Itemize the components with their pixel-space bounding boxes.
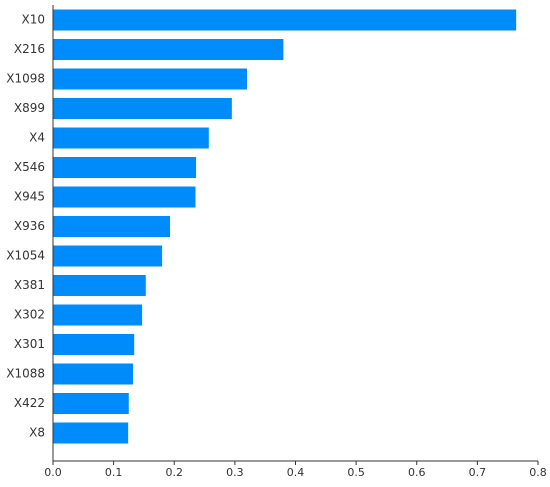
x-tick-label: 0.3 [226, 466, 244, 479]
bar [53, 216, 171, 237]
bar [53, 334, 135, 355]
y-tick-label: X216 [14, 42, 45, 56]
bar [53, 393, 129, 414]
y-tick-label: X422 [14, 396, 45, 410]
y-tick-label: X301 [14, 337, 45, 351]
bar [53, 127, 209, 149]
bar [53, 245, 163, 267]
x-tick-label: 0.7 [469, 466, 487, 479]
x-tick-label: 0.0 [44, 466, 62, 479]
bar [53, 304, 143, 326]
bar [53, 39, 284, 60]
x-tick-label: 0.6 [408, 466, 426, 479]
bar [53, 275, 146, 296]
y-tick-label: X546 [14, 160, 45, 174]
bar [53, 68, 247, 90]
x-tick-label: 0.8 [529, 466, 547, 479]
bar [53, 363, 134, 385]
bar [53, 186, 196, 208]
x-tick-label: 0.4 [287, 466, 305, 479]
y-tick-label: X381 [14, 278, 45, 292]
x-tick-label: 0.2 [166, 466, 184, 479]
y-tick-label: X302 [14, 308, 45, 322]
bar [53, 422, 129, 444]
bar [53, 98, 232, 119]
x-tick-label: 0.5 [347, 466, 365, 479]
y-tick-label: X899 [14, 101, 45, 115]
y-tick-label: X4 [29, 131, 45, 145]
y-tick-label: X945 [14, 190, 45, 204]
y-tick-label: X1098 [6, 72, 45, 86]
x-tick-label: 0.1 [105, 466, 123, 479]
bar [53, 9, 517, 31]
y-tick-label: X936 [14, 219, 45, 233]
y-tick-label: X8 [29, 426, 45, 440]
bar [53, 157, 197, 178]
y-tick-label: X1054 [6, 249, 45, 263]
y-tick-label: X10 [22, 13, 46, 27]
y-tick-label: X1088 [6, 367, 45, 381]
